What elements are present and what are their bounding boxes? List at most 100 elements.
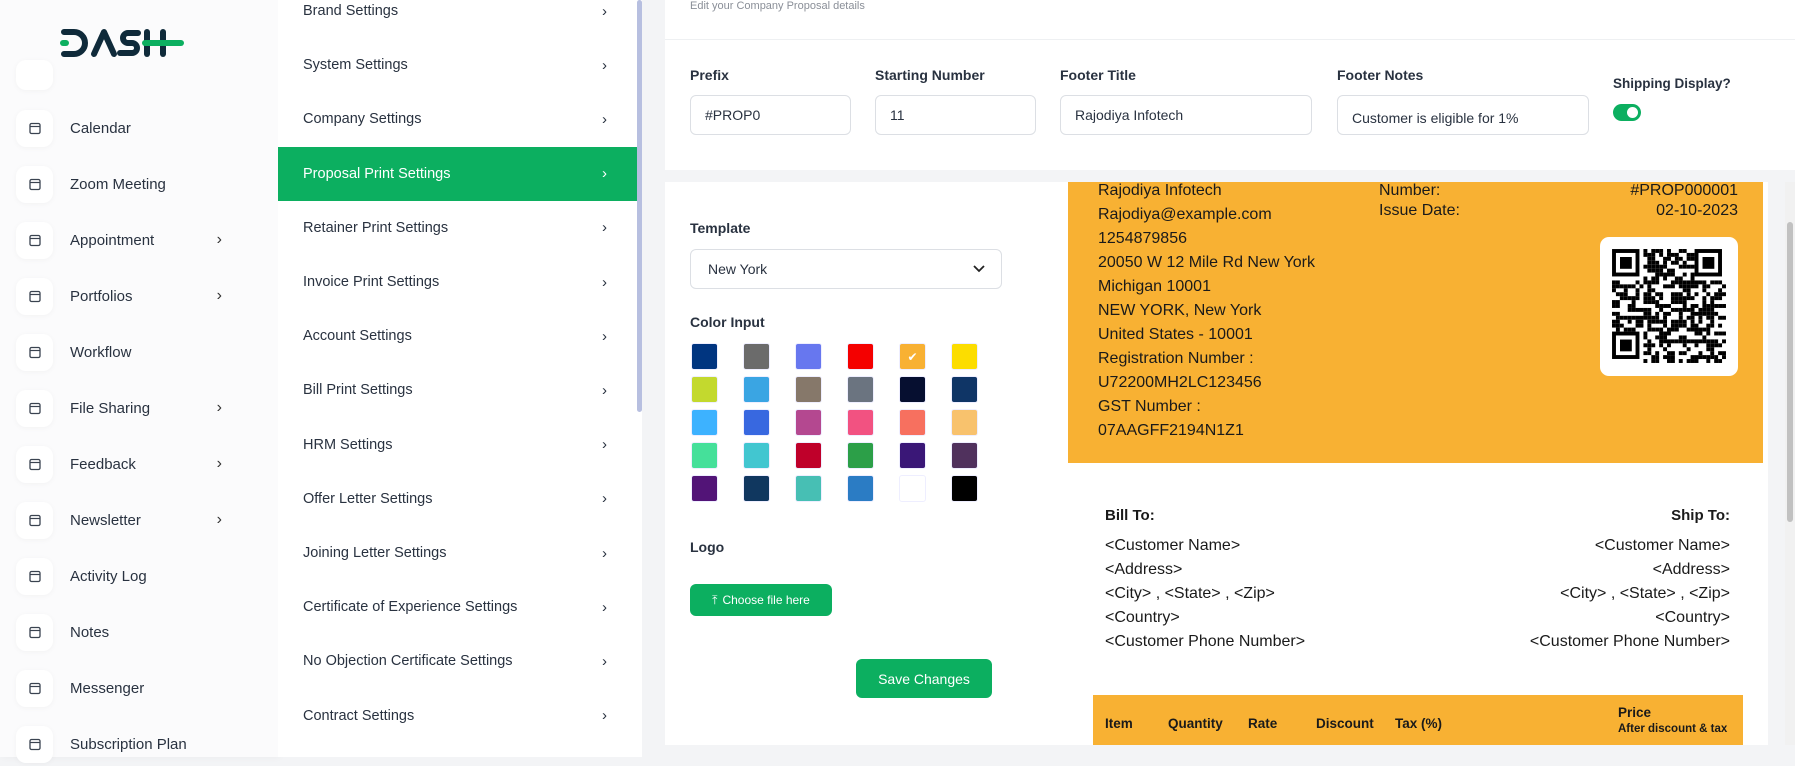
- color-swatch[interactable]: [899, 475, 926, 502]
- menu-item-offer-letter-settings[interactable]: Offer Letter Settings ›: [278, 472, 637, 526]
- chevron-right-icon: ›: [602, 652, 607, 670]
- footer-title-input[interactable]: Rajodiya Infotech: [1060, 95, 1312, 135]
- color-swatch[interactable]: [899, 409, 926, 436]
- sidebar-item-appointment[interactable]: Appointment ›: [16, 218, 266, 262]
- color-swatch[interactable]: [951, 343, 978, 370]
- menu-item-bill-print-settings[interactable]: Bill Print Settings ›: [278, 363, 637, 417]
- color-swatch[interactable]: [847, 442, 874, 469]
- bill-to-label: Bill To:: [1105, 507, 1155, 524]
- choose-file-label: Choose file here: [722, 593, 810, 607]
- sidebar: Calendar Zoom Meeting Appointment › Portfoli…: [0, 0, 278, 763]
- chevron-right-icon: ›: [602, 544, 607, 562]
- sidebar-item-notes[interactable]: Notes: [16, 610, 266, 654]
- menu-item-label: Offer Letter Settings: [303, 490, 433, 507]
- color-swatch[interactable]: [795, 409, 822, 436]
- color-swatch[interactable]: [951, 376, 978, 403]
- color-swatch[interactable]: [847, 409, 874, 436]
- color-swatch[interactable]: [847, 376, 874, 403]
- menu-item-hrm-settings[interactable]: HRM Settings ›: [278, 418, 637, 472]
- color-input-label: Color Input: [690, 314, 765, 330]
- col-rate: Rate: [1248, 716, 1278, 731]
- settings-menu: Brand Settings › System Settings › Company S…: [278, 0, 642, 757]
- color-swatch[interactable]: [847, 343, 874, 370]
- color-swatch[interactable]: [951, 409, 978, 436]
- preview-line: <City> , <State> , <Zip>: [1560, 585, 1730, 602]
- color-swatch[interactable]: [743, 475, 770, 502]
- sidebar-item-messenger[interactable]: Messenger: [16, 666, 266, 710]
- chevron-right-icon: ›: [602, 381, 607, 399]
- save-changes-button[interactable]: Save Changes: [856, 659, 992, 698]
- color-swatch[interactable]: [899, 376, 926, 403]
- sidebar-item-calendar[interactable]: Calendar: [16, 106, 266, 150]
- menu-item-account-settings[interactable]: Account Settings ›: [278, 309, 637, 363]
- sidebar-item-activity-log[interactable]: Activity Log: [16, 554, 266, 598]
- footer-notes-label: Footer Notes: [1337, 67, 1424, 83]
- color-swatch[interactable]: [691, 343, 718, 370]
- menu-item-company-settings[interactable]: Company Settings ›: [278, 92, 637, 146]
- preview-scrollbar[interactable]: [1785, 182, 1795, 745]
- activity-icon: [16, 557, 53, 595]
- color-swatch[interactable]: [847, 475, 874, 502]
- chevron-right-icon: ›: [216, 455, 222, 472]
- sidebar-item-label: Notes: [70, 623, 110, 641]
- sidebar-item-zoom-meeting[interactable]: Zoom Meeting: [16, 162, 266, 206]
- color-swatch[interactable]: [691, 409, 718, 436]
- sidebar-item-label: Feedback: [70, 455, 136, 473]
- template-select[interactable]: New York: [690, 249, 1002, 289]
- menu-item-label: No Objection Certificate Settings: [303, 653, 513, 670]
- color-swatch[interactable]: [795, 475, 822, 502]
- menu-item-certificate-of-experience-settings[interactable]: Certificate of Experience Settings ›: [278, 580, 637, 634]
- sidebar-item-label: File Sharing: [70, 399, 151, 417]
- preview-line: 1254879856: [1098, 230, 1187, 247]
- preview-line: <Customer Phone Number>: [1529, 633, 1730, 650]
- menu-item-no-objection-certificate-settings[interactable]: No Objection Certificate Settings ›: [278, 634, 637, 688]
- color-swatch[interactable]: [743, 409, 770, 436]
- color-swatch[interactable]: [899, 442, 926, 469]
- chevron-right-icon: ›: [216, 287, 222, 304]
- partial-menu-icon[interactable]: [16, 60, 53, 90]
- choose-file-button[interactable]: ⤒ Choose file here: [690, 584, 832, 616]
- menu-item-joining-letter-settings[interactable]: Joining Letter Settings ›: [278, 526, 637, 580]
- sidebar-item-subscription-plan[interactable]: Subscription Plan: [16, 722, 266, 766]
- preview-line: <Country>: [1105, 609, 1180, 626]
- chevron-right-icon: ›: [602, 707, 607, 725]
- mail-icon: [16, 501, 53, 539]
- shipping-display-toggle[interactable]: [1613, 104, 1641, 121]
- color-swatch[interactable]: [795, 442, 822, 469]
- color-swatch[interactable]: [795, 343, 822, 370]
- color-swatch[interactable]: [951, 442, 978, 469]
- preview-line: Rajodiya@example.com: [1098, 206, 1272, 223]
- sidebar-item-newsletter[interactable]: Newsletter ›: [16, 498, 266, 542]
- sidebar-item-label: Appointment: [70, 231, 155, 249]
- color-swatch[interactable]: [691, 475, 718, 502]
- footer-notes-textarea[interactable]: Customer is eligible for 1% discount if …: [1337, 95, 1589, 135]
- color-swatch[interactable]: [691, 376, 718, 403]
- color-swatch[interactable]: [743, 343, 770, 370]
- settings-menu-scrollbar[interactable]: [637, 0, 642, 412]
- color-swatch[interactable]: [743, 376, 770, 403]
- sidebar-item-portfolios[interactable]: Portfolios ›: [16, 274, 266, 318]
- sidebar-item-file-sharing[interactable]: File Sharing ›: [16, 386, 266, 430]
- color-swatch[interactable]: ✔: [899, 343, 926, 370]
- color-swatch[interactable]: [743, 442, 770, 469]
- sidebar-item-label: Zoom Meeting: [70, 175, 166, 193]
- sidebar-item-label: Newsletter: [70, 511, 141, 529]
- menu-item-brand-settings[interactable]: Brand Settings ›: [278, 0, 637, 38]
- color-swatch[interactable]: [691, 442, 718, 469]
- menu-item-proposal-print-settings[interactable]: Proposal Print Settings ›: [278, 146, 637, 201]
- sidebar-item-workflow[interactable]: Workflow: [16, 330, 266, 374]
- sidebar-item-label: Calendar: [70, 119, 131, 137]
- starting-number-input[interactable]: 11: [875, 95, 1036, 135]
- prefix-input[interactable]: #PROP0: [690, 95, 851, 135]
- color-swatch[interactable]: [795, 376, 822, 403]
- scrollbar-thumb[interactable]: [1787, 222, 1793, 522]
- file-icon: [16, 389, 53, 427]
- menu-item-system-settings[interactable]: System Settings ›: [278, 38, 637, 92]
- menu-item-retainer-print-settings[interactable]: Retainer Print Settings ›: [278, 201, 637, 255]
- sidebar-item-feedback[interactable]: Feedback ›: [16, 442, 266, 486]
- menu-item-invoice-print-settings[interactable]: Invoice Print Settings ›: [278, 255, 637, 309]
- color-swatch[interactable]: [951, 475, 978, 502]
- menu-item-contract-settings[interactable]: Contract Settings ›: [278, 689, 637, 743]
- dash-logo[interactable]: [60, 28, 185, 58]
- notes-icon: [16, 613, 53, 651]
